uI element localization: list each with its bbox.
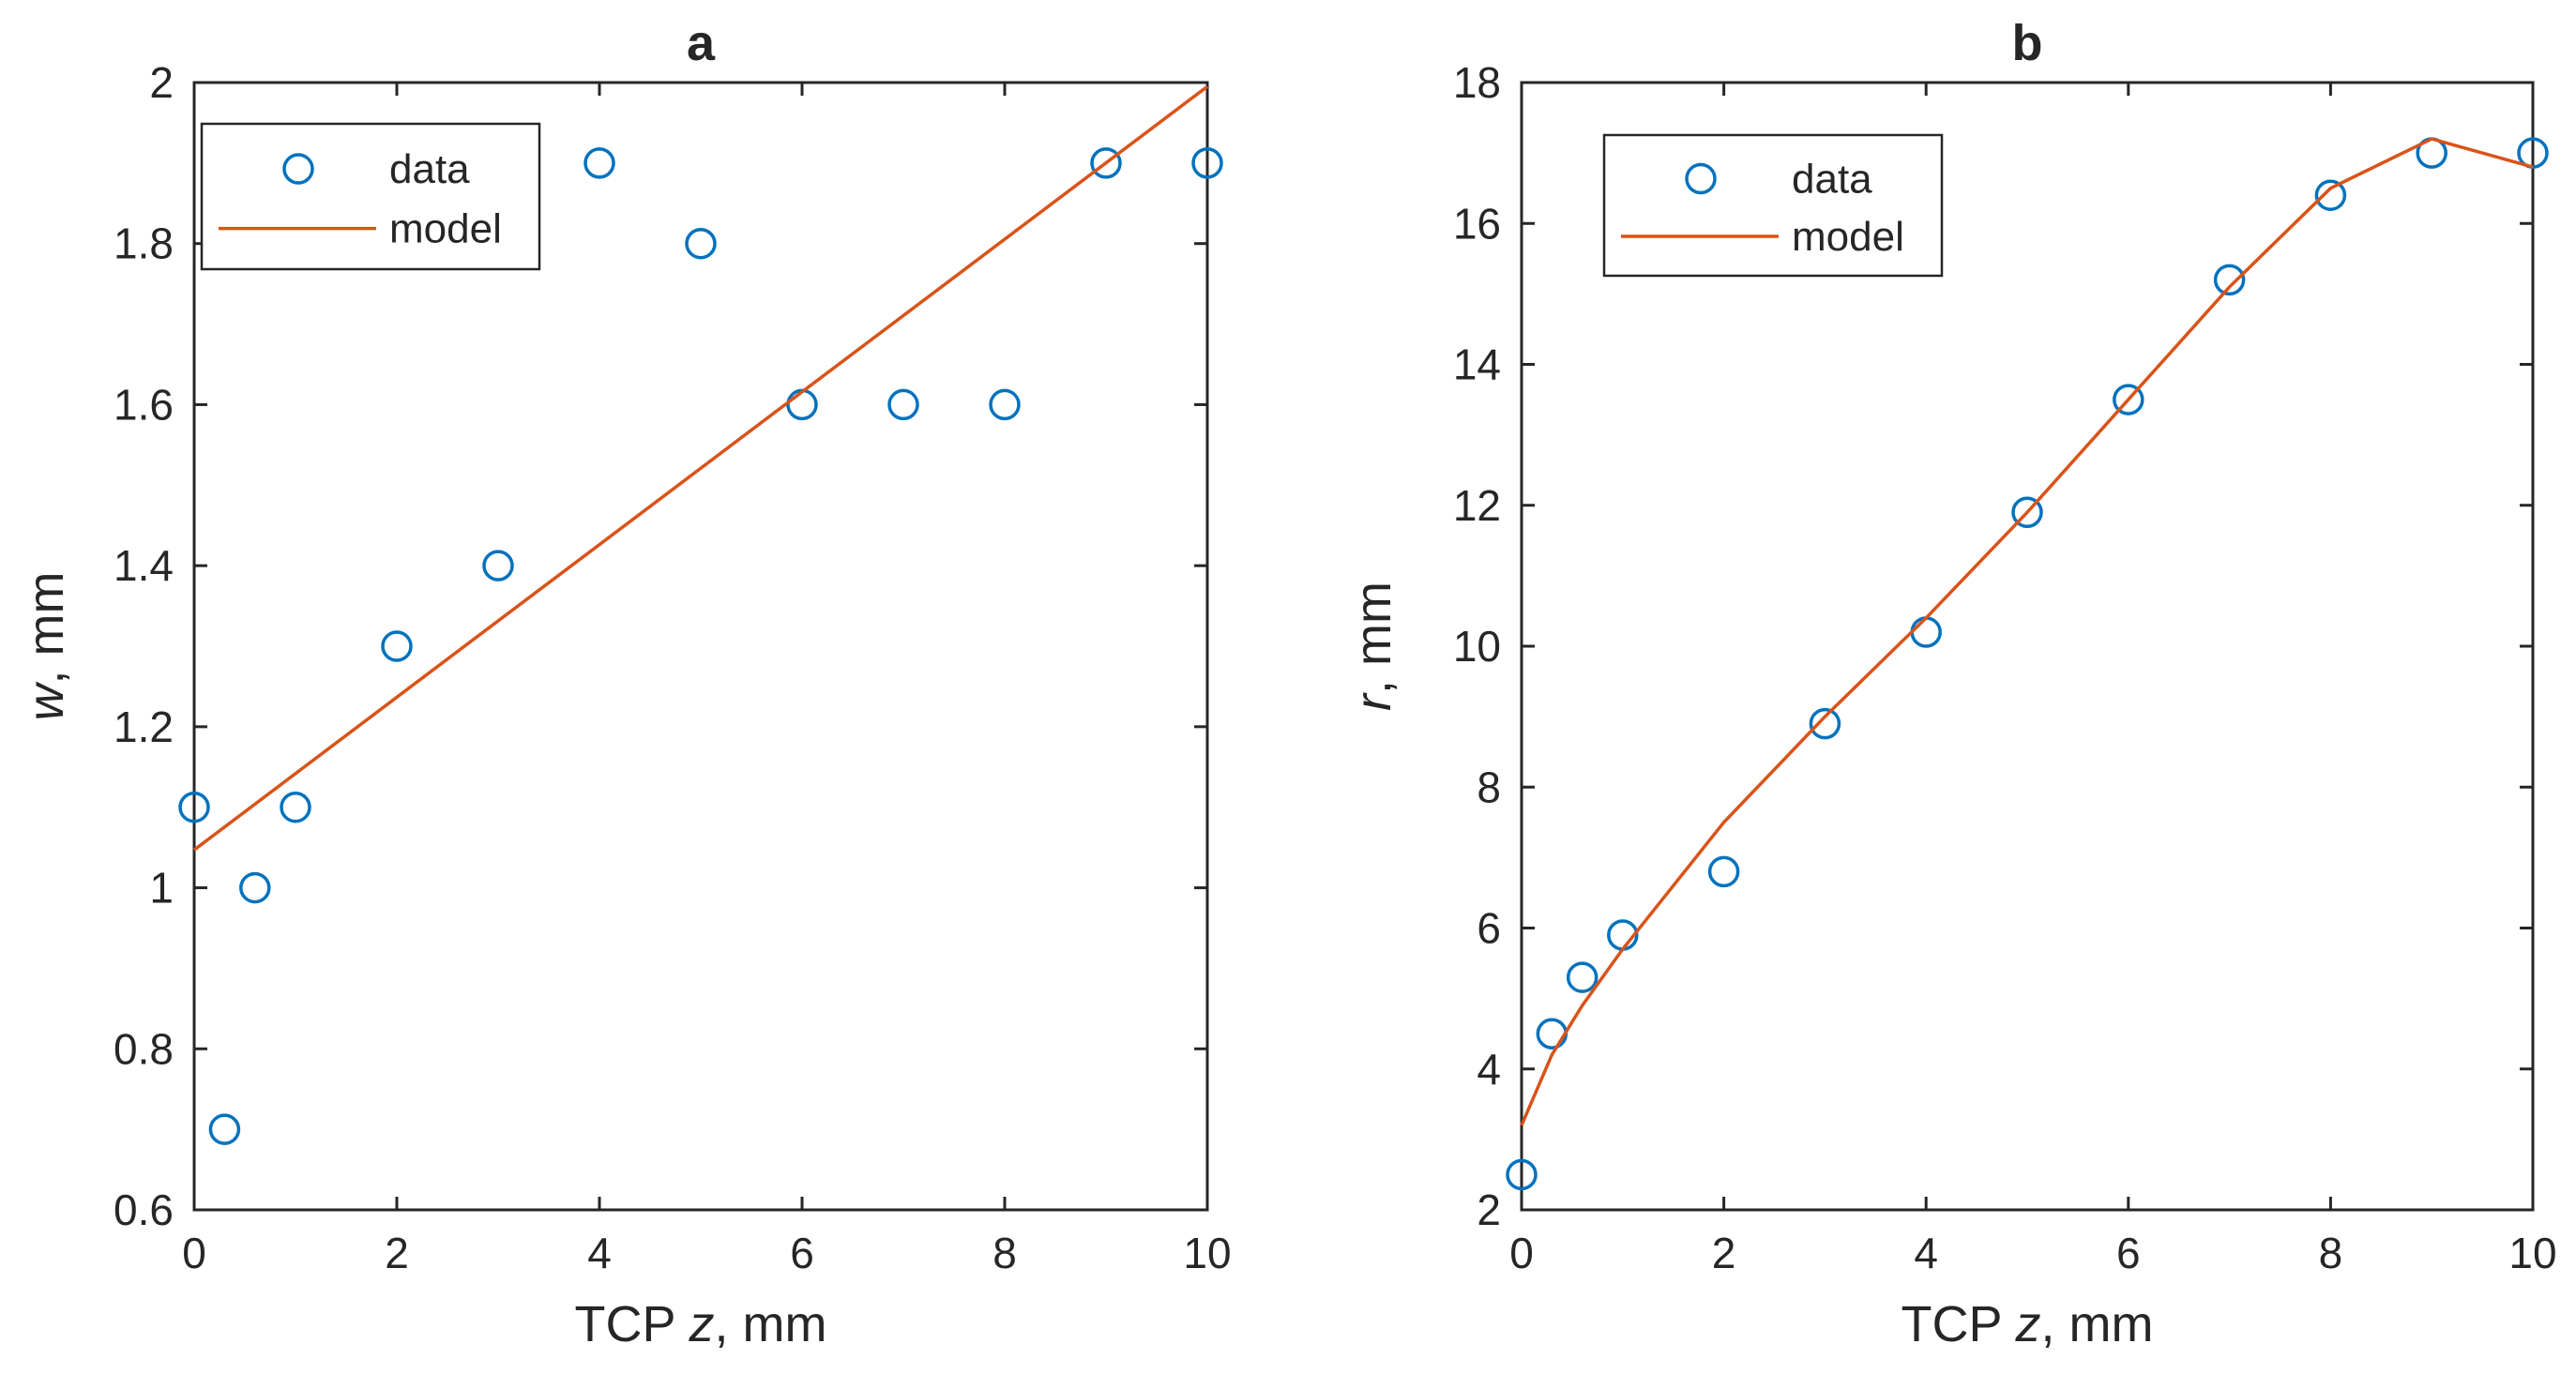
y-tick-label: 8	[1477, 762, 1501, 811]
y-tick-label: 12	[1453, 481, 1501, 530]
data-point	[1809, 707, 1841, 740]
data-point	[1191, 147, 1223, 179]
data-point	[381, 630, 413, 662]
data-point	[989, 388, 1021, 421]
x-tick-label: 8	[2319, 1229, 2343, 1277]
data-point	[1090, 147, 1122, 179]
y-tick-label: 18	[1453, 58, 1501, 107]
legend-data-label: data	[389, 146, 470, 192]
legend-model-label: model	[389, 206, 502, 252]
x-tick-label: 10	[2508, 1229, 2556, 1277]
y-axis-label: r, mm	[1345, 581, 1402, 711]
x-tick-label: 8	[993, 1229, 1017, 1277]
panel-title-a: a	[687, 15, 716, 71]
y-tick-label: 2	[149, 58, 174, 107]
data-point	[1506, 1158, 1538, 1191]
x-tick-label: 4	[1914, 1229, 1938, 1277]
x-axis-label-prefix: TCP	[574, 1296, 674, 1352]
x-axis-label-suffix: , mm	[715, 1296, 827, 1352]
x-tick-label: 2	[385, 1229, 409, 1277]
data-point	[2517, 137, 2549, 169]
y-tick-label: 4	[1477, 1045, 1501, 1094]
data-point	[2314, 179, 2347, 211]
x-tick-label: 2	[1712, 1229, 1736, 1277]
data-point	[2213, 264, 2246, 296]
data-point	[685, 227, 717, 260]
y-tick-label: 0.6	[114, 1185, 174, 1234]
data-point	[239, 871, 271, 904]
panel-title-b: b	[2012, 15, 2043, 71]
x-axis-label-var: z	[689, 1296, 715, 1352]
data-point	[2011, 496, 2043, 529]
data-point	[1707, 855, 1740, 888]
y-tick-label: 14	[1453, 340, 1501, 389]
y-axis-label-var: r	[1345, 692, 1402, 711]
y-tick-label: 1	[149, 864, 174, 913]
x-axis-label-prefix: TCP	[1901, 1296, 2001, 1352]
legend-data-marker	[282, 153, 314, 185]
y-axis-label: w, mm	[18, 572, 74, 721]
y-tick-label: 10	[1453, 622, 1501, 671]
x-tick-label: 0	[1509, 1229, 1534, 1277]
y-tick-label: 1.6	[114, 380, 174, 429]
y-axis-label-suffix: , mm	[1345, 581, 1402, 694]
data-point	[2113, 384, 2144, 415]
model-line-b	[1520, 137, 2534, 1126]
y-tick-label: 2	[1477, 1185, 1501, 1234]
y-axis-label-suffix: , mm	[18, 572, 74, 685]
data-point	[1910, 616, 1942, 648]
y-tick-label: 1.8	[114, 219, 174, 268]
data-point	[178, 791, 210, 823]
y-tick-label: 1.4	[114, 541, 174, 590]
data-point	[887, 388, 919, 421]
y-axis-label-var: w	[18, 681, 74, 720]
legend-data-label: data	[1792, 157, 1872, 203]
data-point	[482, 550, 514, 581]
x-axis-label: TCP z, mm	[1901, 1296, 2153, 1352]
data-point	[280, 791, 311, 823]
legend-box-b	[1602, 133, 1944, 278]
model-line-a	[192, 84, 1209, 852]
y-tick-label: 16	[1453, 199, 1501, 248]
data-point	[786, 388, 818, 421]
legend-data-marker	[1685, 162, 1717, 195]
legend-box-a	[200, 122, 541, 271]
legend-model-label: model	[1792, 214, 1904, 260]
x-tick-label: 10	[1183, 1229, 1231, 1277]
data-point	[208, 1113, 241, 1145]
y-tick-label: 0.8	[114, 1024, 174, 1073]
x-axis-label-suffix: , mm	[2041, 1296, 2154, 1352]
axes-box-a	[192, 81, 1209, 1212]
x-tick-label: 6	[2116, 1229, 2141, 1277]
x-tick-label: 4	[587, 1229, 612, 1277]
x-axis-label-space	[2002, 1296, 2016, 1352]
x-axis-label-var: z	[2015, 1296, 2041, 1352]
y-tick-label: 6	[1477, 904, 1501, 953]
data-point	[1566, 961, 1599, 993]
x-tick-label: 0	[182, 1229, 206, 1277]
data-point	[583, 147, 615, 179]
x-axis-label-space	[675, 1296, 689, 1352]
y-tick-label: 1.2	[114, 702, 174, 751]
data-point	[1536, 1018, 1568, 1049]
x-tick-label: 6	[790, 1229, 814, 1277]
x-axis-label: TCP z, mm	[574, 1296, 826, 1352]
